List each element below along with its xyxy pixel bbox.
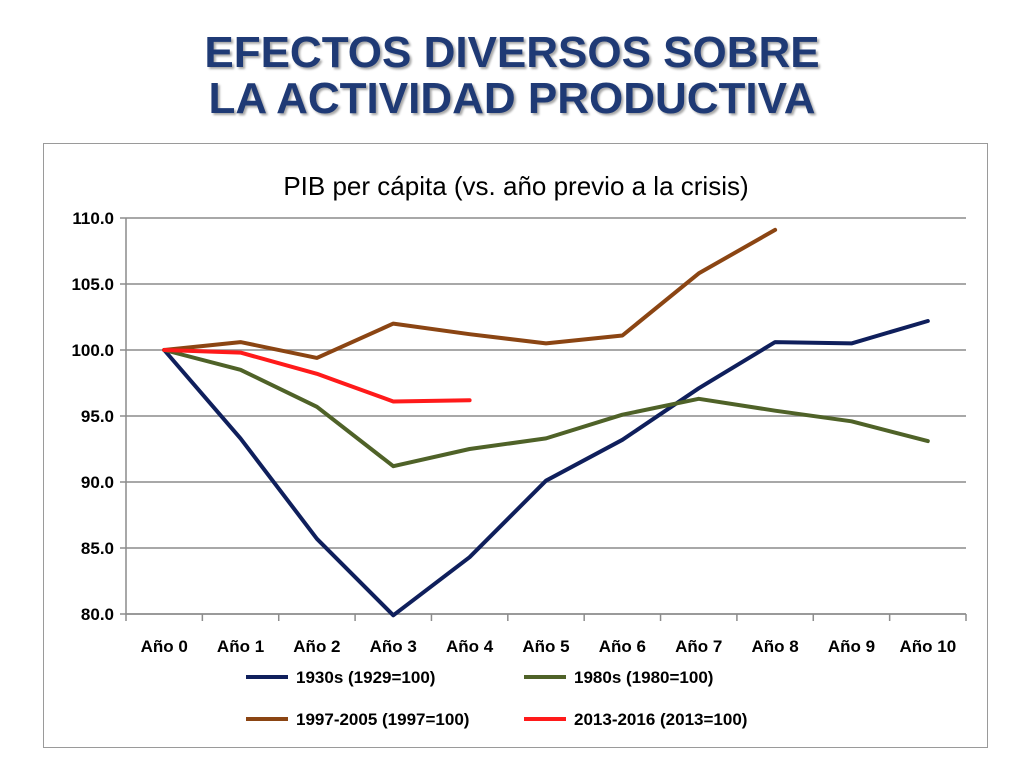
series-line-1 [162,319,930,618]
legend-label-2: 1980s (1980=100) [574,668,713,687]
y-tick-label: 100.0 [71,341,114,360]
x-tick-label: Año 6 [599,637,646,656]
x-tick-label: Año 7 [675,637,722,656]
chart-gridlines [126,217,966,615]
slide-title: EFECTOS DIVERSOS SOBRE LA ACTIVIDAD PROD… [0,30,1024,122]
y-tick-label: 80.0 [81,605,114,624]
y-tick-label: 90.0 [81,473,114,492]
series-line-3 [162,227,778,360]
series-line-4 [162,348,472,404]
chart-series [162,227,930,618]
x-axis: Año 0 Año 1 Año 2 Año 3 Año 4 Año 5 Año 6 Año 7… [125,613,967,656]
legend-label-4: 2013-2016 (2013=100) [574,710,747,729]
line-chart: PIB per cápita (vs. año previo a la cris… [71,171,967,729]
chart-legend: 1930s (1929=100) 1980s (1980=100) 1997-200… [246,668,747,729]
legend-label-1: 1930s (1929=100) [296,668,435,687]
x-tick-label: Año 8 [751,637,798,656]
x-tick-label: Año 0 [141,637,188,656]
chart-title: PIB per cápita (vs. año previo a la cris… [283,171,748,201]
x-tick-label: Año 4 [446,637,494,656]
legend-label-3: 1997-2005 (1997=100) [296,710,469,729]
y-tick-label: 85.0 [81,539,114,558]
x-tick-label: Año 3 [370,637,417,656]
chart-frame: PIB per cápita (vs. año previo a la cris… [43,143,988,748]
x-tick-label: Año 5 [522,637,569,656]
slide-title-line2: LA ACTIVIDAD PRODUCTIVA [208,74,816,123]
slide-title-line1: EFECTOS DIVERSOS SOBRE [204,28,820,77]
x-tick-label: Año 1 [217,637,264,656]
x-tick-label: Año 10 [899,637,956,656]
x-tick-label: Año 2 [293,637,340,656]
y-tick-label: 110.0 [72,209,114,228]
y-axis: 80.0 85.0 90.0 95.0 100.0 105.0 110.0 [71,209,127,624]
y-tick-label: 95.0 [81,407,114,426]
x-tick-label: Año 9 [828,637,875,656]
y-tick-label: 105.0 [71,275,114,294]
series-line-2 [162,348,930,469]
